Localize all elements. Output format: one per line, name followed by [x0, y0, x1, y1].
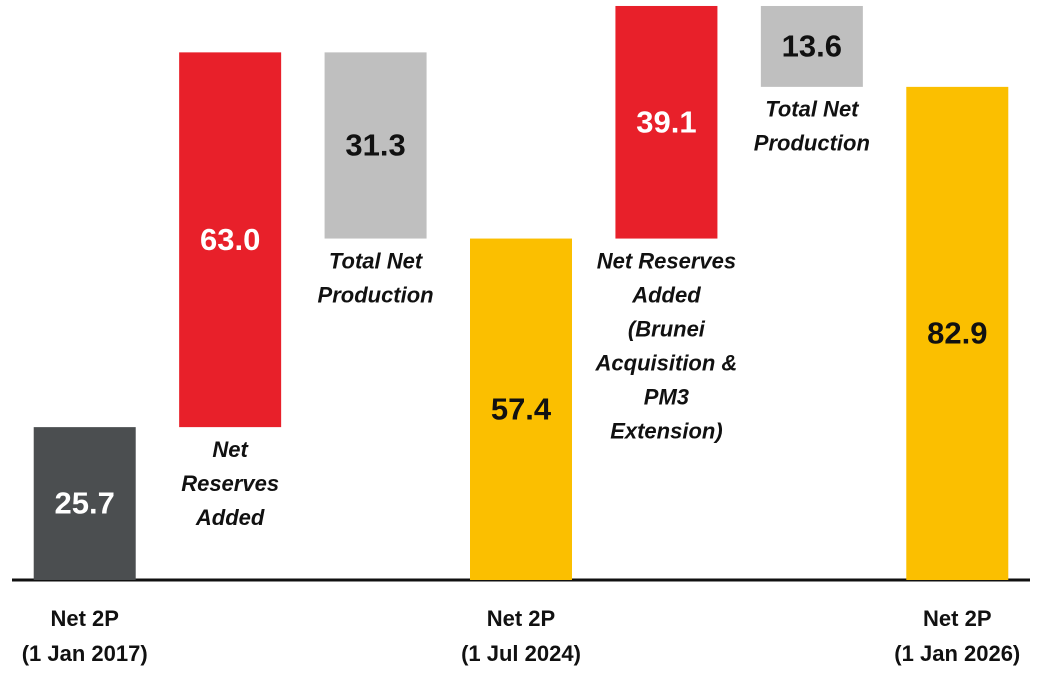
- value-label: 57.4: [491, 391, 552, 426]
- category-label: Net 2P: [487, 606, 555, 631]
- value-label: 25.7: [55, 486, 115, 521]
- value-label: 39.1: [636, 104, 696, 139]
- category-label: Net 2P: [50, 606, 118, 631]
- bar: [33, 427, 136, 580]
- category-label: (1 Jul 2024): [461, 641, 581, 666]
- category-label: Total Net: [765, 97, 860, 122]
- category-label: Production: [318, 282, 434, 307]
- category-label: (Brunei: [628, 316, 706, 341]
- bar: [615, 5, 718, 239]
- bar: [179, 52, 282, 428]
- category-label: Net: [212, 437, 249, 462]
- category-label: Acquisition &: [595, 350, 738, 375]
- category-label: Net 2P: [923, 606, 991, 631]
- bar: [470, 238, 572, 580]
- category-label: Extension): [610, 418, 722, 443]
- category-label: Added: [195, 505, 265, 530]
- value-label: 31.3: [345, 128, 405, 163]
- category-label: Production: [754, 131, 870, 156]
- category-label: (1 Jan 2026): [894, 641, 1020, 666]
- value-label: 82.9: [927, 316, 987, 351]
- category-label: Added: [631, 282, 701, 307]
- value-label: 13.6: [782, 29, 842, 64]
- category-label: PM3: [644, 384, 689, 409]
- category-label: (1 Jan 2017): [22, 641, 148, 666]
- bar: [324, 52, 427, 239]
- category-label: Net Reserves: [597, 248, 736, 273]
- category-label: Total Net: [329, 248, 424, 273]
- category-label: Reserves: [181, 471, 279, 496]
- value-label: 63.0: [200, 222, 260, 257]
- bar: [760, 5, 863, 87]
- bar: [906, 86, 1009, 580]
